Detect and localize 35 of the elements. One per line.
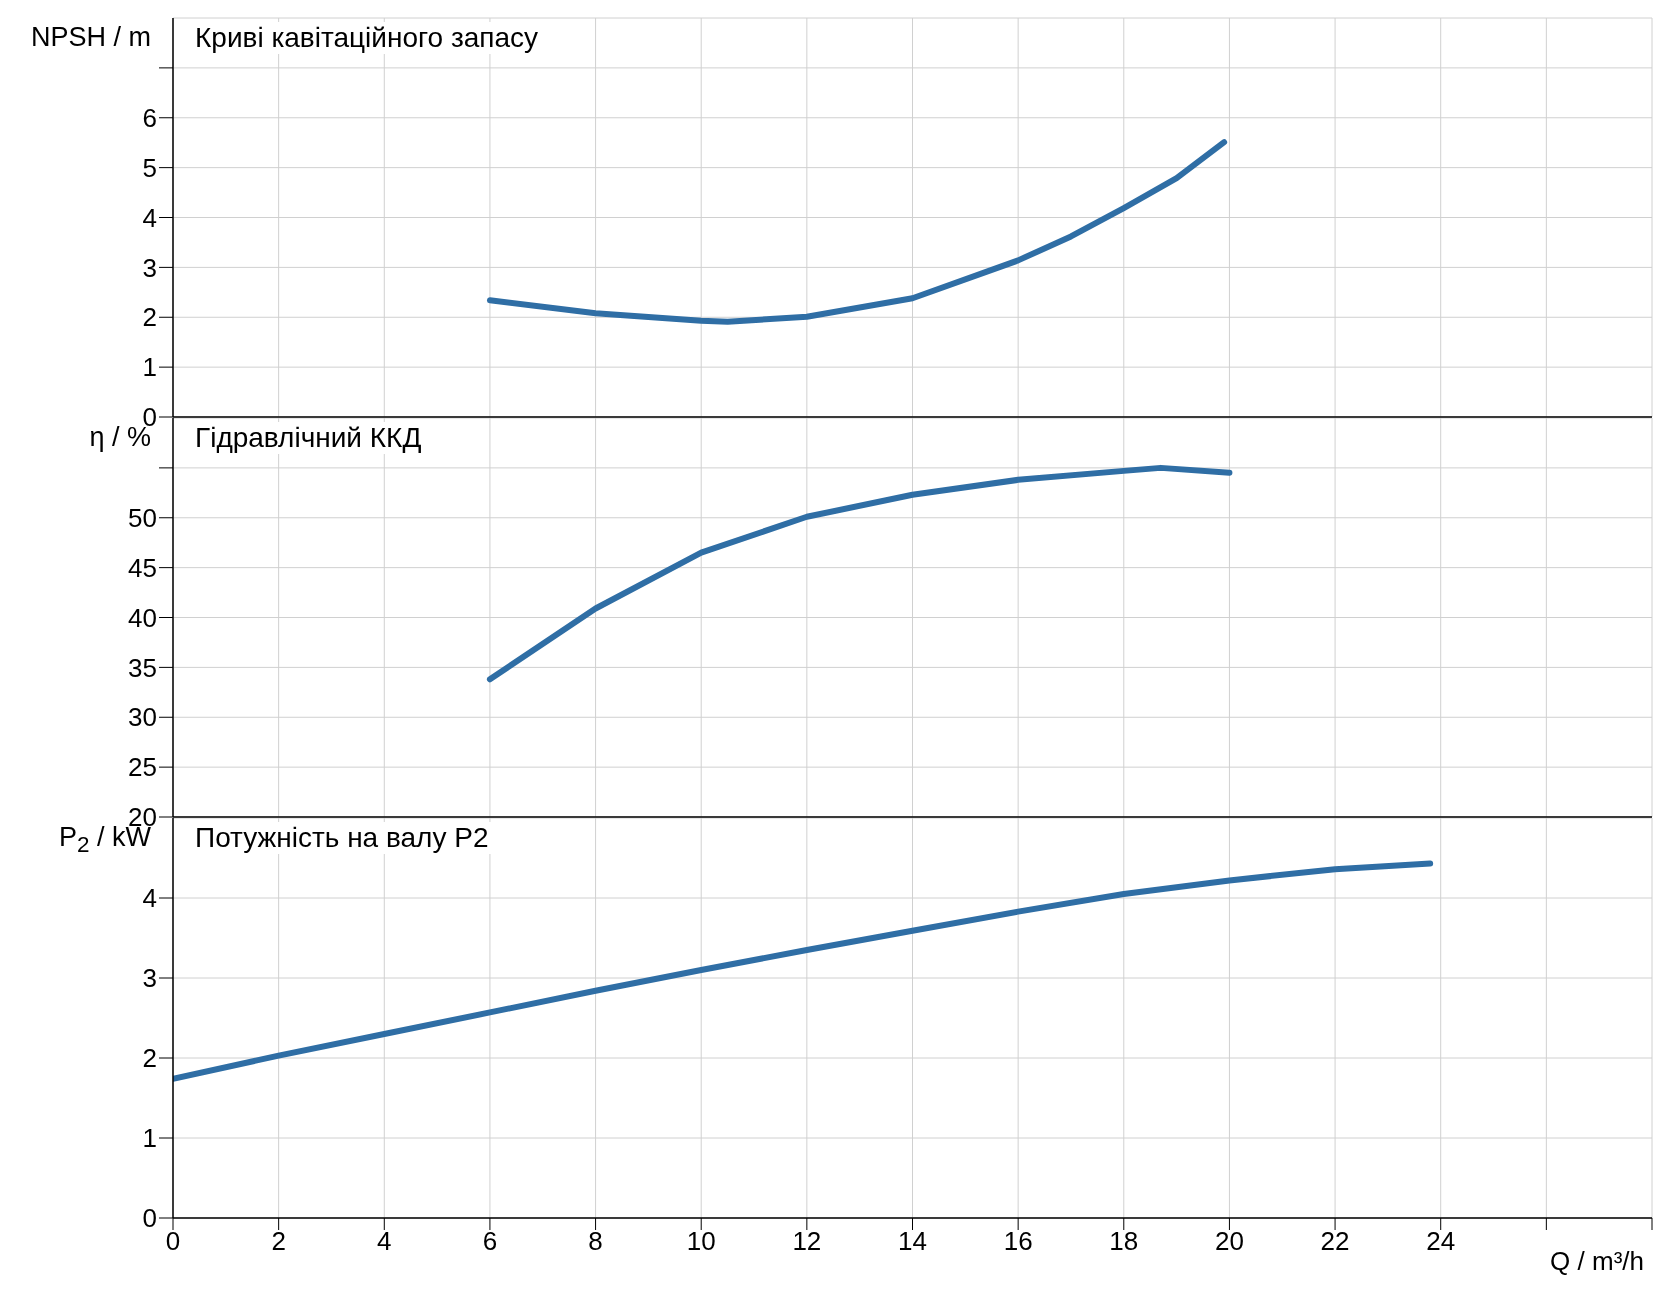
y-tick-label: 4: [142, 202, 157, 233]
x-tick-label: 18: [1109, 1226, 1139, 1257]
y-tick-label: 30: [128, 702, 157, 733]
y-tick-label: 50: [128, 502, 157, 533]
chart-title: Гідравлічний ККД: [191, 422, 426, 454]
x-tick-label: 0: [165, 1226, 181, 1257]
y-axis-title: NPSH / m: [30, 22, 151, 53]
x-tick-label: 8: [588, 1226, 603, 1257]
x-tick-label: 16: [1003, 1226, 1033, 1257]
y-tick-label: 3: [142, 252, 157, 283]
y-tick-label: 2: [142, 302, 157, 333]
y-tick-label: 6: [142, 102, 157, 133]
x-tick-label: 20: [1214, 1226, 1244, 1257]
y-tick-label: 0: [142, 1203, 157, 1234]
y-tick-label: 3: [142, 963, 157, 994]
x-tick-label: 24: [1426, 1226, 1456, 1257]
x-tick-label: 12: [792, 1226, 822, 1257]
x-tick-label: 10: [686, 1226, 716, 1257]
y-tick-label: 35: [128, 652, 157, 683]
y-tick-label: 2: [142, 1043, 157, 1074]
y-tick-label: 5: [142, 152, 157, 183]
y-tick-label: 40: [128, 602, 157, 633]
x-tick-label: 4: [377, 1226, 392, 1257]
x-axis-title: Q / m³/h: [1550, 1246, 1644, 1276]
x-tick-label: 14: [898, 1226, 927, 1257]
chart-title: Потужність на валу P2: [191, 822, 493, 854]
y-tick-label: 1: [142, 1123, 157, 1154]
x-tick-label: 2: [271, 1226, 286, 1257]
y-tick-label: 1: [142, 352, 157, 383]
x-tick-label: 6: [482, 1226, 498, 1257]
chart-title: Криві кавітаційного запасу: [191, 22, 543, 54]
y-tick-label: 25: [128, 752, 157, 783]
x-tick-label: 22: [1320, 1226, 1350, 1257]
y-tick-label: 4: [142, 883, 157, 914]
y-tick-label: 45: [128, 552, 157, 583]
